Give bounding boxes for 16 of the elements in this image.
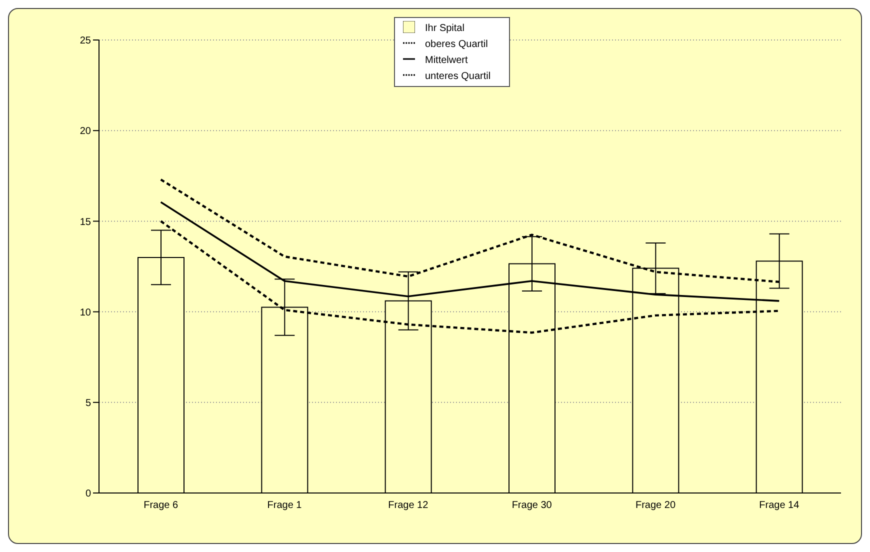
- y-tick-label: 0: [85, 488, 92, 500]
- x-tick-label: Frage 30: [512, 500, 552, 512]
- y-tick-label: 5: [85, 398, 92, 409]
- legend-label: oberes Quartil: [425, 39, 488, 50]
- legend-label: Mittelwert: [425, 55, 468, 66]
- x-tick-label: Frage 20: [635, 500, 676, 512]
- y-tick-label: 10: [80, 307, 92, 318]
- x-tick-label: Frage 6: [144, 500, 178, 512]
- legend-label: unteres Quartil: [425, 71, 491, 82]
- y-tick-label: 25: [80, 36, 92, 47]
- legend-label: Ihr Spital: [425, 23, 464, 34]
- y-tick-label: 15: [80, 216, 92, 228]
- y-tick-label: 20: [80, 126, 92, 138]
- x-tick-label: Frage 12: [388, 500, 429, 512]
- x-tick-label: Frage 14: [759, 500, 800, 512]
- x-tick-label: Frage 1: [267, 500, 302, 512]
